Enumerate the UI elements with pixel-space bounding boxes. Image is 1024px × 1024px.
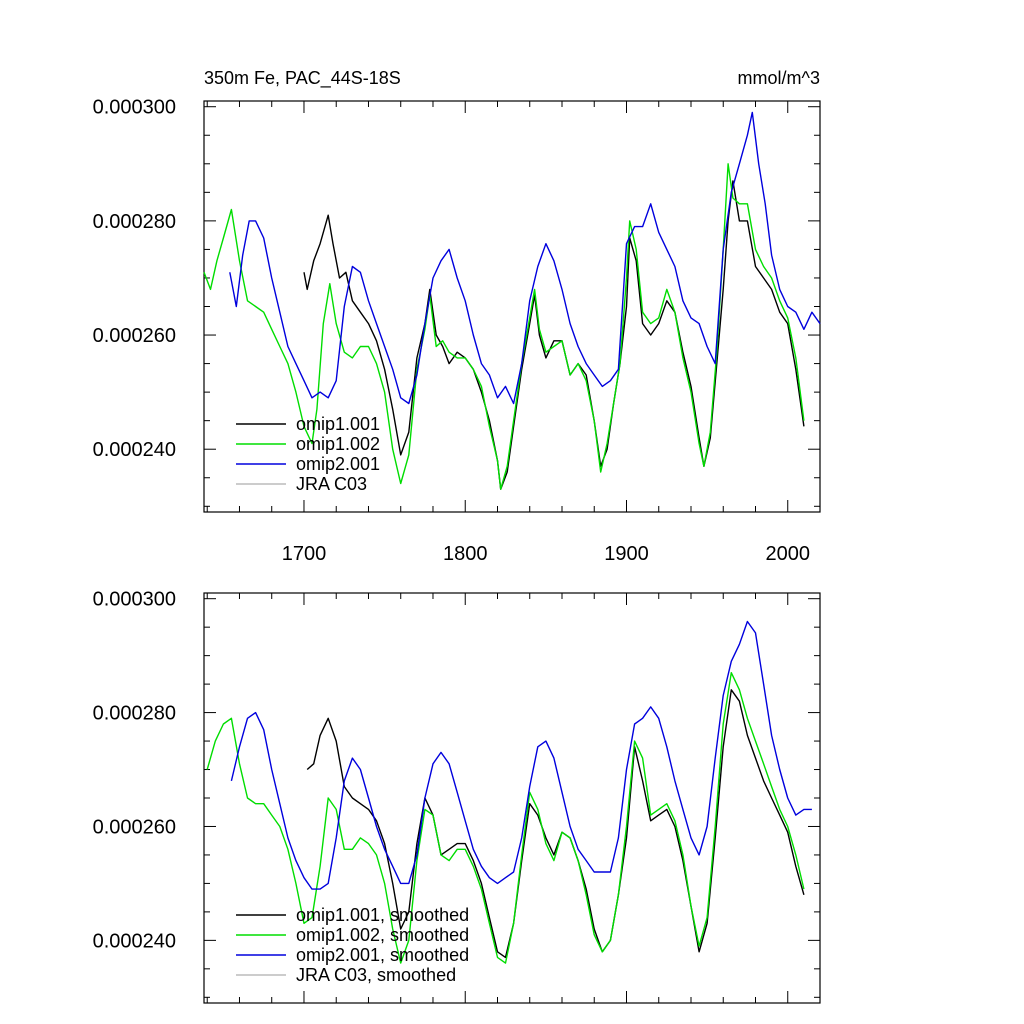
y-tick-label: 0.000280	[93, 703, 176, 725]
x-tick-label: 1700	[282, 543, 327, 565]
legend-label: omip1.001	[296, 414, 380, 434]
y-tick-label: 0.000240	[93, 439, 176, 461]
legend-label: JRA C03, smoothed	[296, 965, 456, 985]
y-tick-label: 0.000260	[93, 325, 176, 347]
legend-label: omip1.001, smoothed	[296, 905, 469, 925]
series-line-omip1-002-smoothed	[206, 672, 805, 964]
x-tick-label: 1800	[443, 543, 488, 565]
y-tick-label: 0.000240	[93, 930, 176, 952]
legend-label: omip1.002, smoothed	[296, 925, 469, 945]
series-line-omip1-002	[203, 163, 805, 490]
legend-label: omip2.001, smoothed	[296, 945, 469, 965]
legend-label: omip2.001	[296, 454, 380, 474]
x-tick-label: 1900	[604, 543, 649, 565]
units-label: mmol/m^3	[738, 68, 820, 88]
y-tick-label: 0.000300	[93, 589, 176, 611]
series-line-omip2-001	[229, 111, 821, 405]
y-tick-label: 0.000300	[93, 97, 176, 119]
x-tick-label: 2000	[765, 543, 810, 565]
y-tick-label: 0.000280	[93, 211, 176, 233]
series-line-omip2-001-smoothed	[230, 620, 812, 890]
legend-label: omip1.002	[296, 434, 380, 454]
chart-title: 350m Fe, PAC_44S-18S	[204, 68, 401, 89]
y-tick-label: 0.000260	[93, 816, 176, 838]
legend-label: JRA C03	[296, 474, 367, 494]
series-line-omip1-001-smoothed	[306, 689, 805, 959]
top-panel: 1700 1800 1900 2000 0.000240 0.000260 0.000280…	[93, 97, 821, 565]
bottom-panel: 0.000240 0.000260 0.000280 0.000300 omip1.00…	[93, 589, 821, 1004]
